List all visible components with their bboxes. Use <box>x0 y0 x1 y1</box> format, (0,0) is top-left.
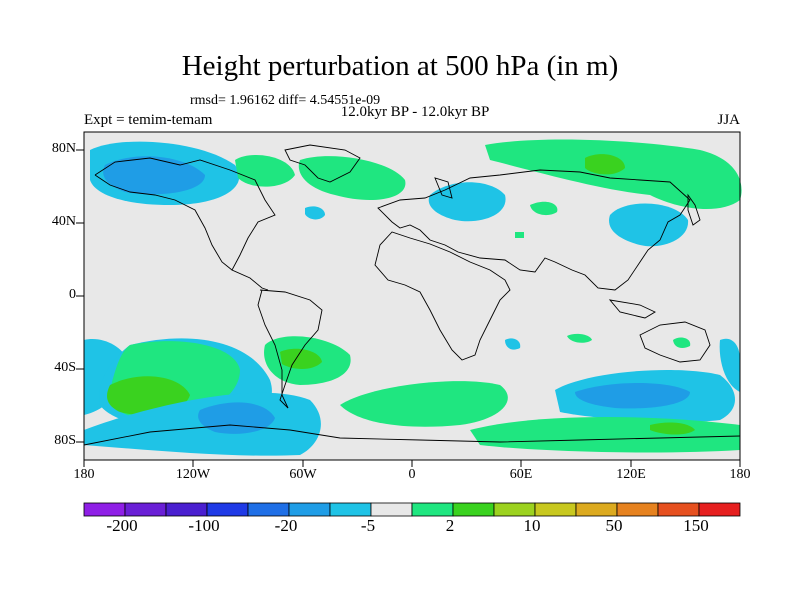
colorbar-swatch <box>83 502 126 517</box>
colorbar-swatch <box>165 502 208 517</box>
colorbar-label-3: -20 <box>274 516 298 535</box>
colorbar <box>83 502 741 517</box>
colorbar-swatch <box>329 502 372 517</box>
lon-label-120w: 120W <box>175 467 211 482</box>
colorbar-swatch <box>698 502 741 517</box>
colorbar-label-7: 50 <box>605 516 623 535</box>
colorbar-label-6: 10 <box>523 516 541 535</box>
colorbar-label-8: 150 <box>683 516 709 535</box>
colorbar-swatch <box>657 502 700 517</box>
colorbar-swatch <box>206 502 249 517</box>
lat-label-40s: 40S <box>54 360 76 375</box>
lat-label-0: 0 <box>69 287 76 302</box>
colorbar-swatch <box>493 502 536 517</box>
colorbar-swatch <box>452 502 495 517</box>
lon-label-180e: 180 <box>729 467 751 482</box>
axis-ticks <box>76 149 741 467</box>
colorbar-swatch <box>616 502 659 517</box>
season-label: JJA <box>717 112 740 128</box>
lon-label-0: 0 <box>408 467 416 482</box>
colorbar-swatch <box>247 502 290 517</box>
colorbar-label-2: -100 <box>188 516 220 535</box>
lat-label-80s: 80S <box>54 433 76 448</box>
colorbar-swatch <box>575 502 618 517</box>
colorbar-swatch <box>534 502 577 517</box>
lon-label-180w: 180 <box>73 467 95 482</box>
colorbar-swatch <box>370 502 413 517</box>
experiment-label: Expt = temim-temam <box>84 112 213 128</box>
contour-fields <box>84 139 742 456</box>
lon-label-120e: 120E <box>616 467 646 482</box>
map-title: Height perturbation at 500 hPa (in m) <box>181 50 619 82</box>
colorbar-label-4: -5 <box>360 516 376 535</box>
coastlines <box>83 144 741 446</box>
colorbar-swatch <box>124 502 167 517</box>
stats-label: rmsd= 1.96162 diff= 4.54551e-09 <box>190 93 381 108</box>
colorbar-swatch <box>411 502 454 517</box>
lon-label-60e: 60E <box>509 467 533 482</box>
lat-label-80n: 80N <box>51 141 76 156</box>
colorbar-swatch <box>288 502 331 517</box>
lon-label-60w: 60W <box>289 467 317 482</box>
lat-label-40n: 40N <box>51 214 76 229</box>
period-label: 12.0kyr BP - 12.0kyr BP <box>340 104 490 120</box>
colorbar-label-1: -200 <box>106 516 138 535</box>
colorbar-label-5: 2 <box>445 516 455 535</box>
